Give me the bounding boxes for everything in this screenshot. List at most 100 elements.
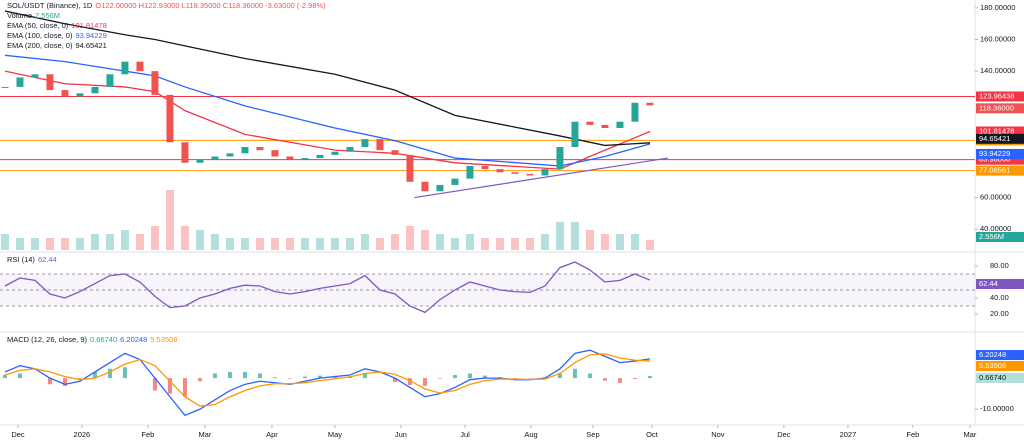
macd-histogram-bar xyxy=(482,375,487,379)
x-tick-label: Mar xyxy=(198,430,211,439)
macd-histogram-bar xyxy=(122,367,127,379)
macd-histogram-bar xyxy=(2,375,7,379)
volume-bar xyxy=(585,230,594,250)
candle xyxy=(421,181,429,192)
legend: EMA (200, close, 0) 94.65421 xyxy=(7,41,107,50)
volume-bar xyxy=(60,238,69,250)
legend-part: 0.66740 xyxy=(90,335,117,344)
axis-value-tag xyxy=(976,148,1024,159)
x-tick-label: Nov xyxy=(711,430,725,439)
macd-histogram-bar xyxy=(317,375,322,379)
candle xyxy=(331,151,339,155)
axis-value-label: 62.44 xyxy=(979,279,998,288)
volume-bar xyxy=(495,238,504,250)
macd-histogram-bar xyxy=(647,376,652,379)
legend: MACD (12, 26, close, 9) 0.66740 6.20248 5.5… xyxy=(7,335,177,344)
volume-bar xyxy=(420,230,429,250)
macd-histogram-bar xyxy=(257,373,262,379)
x-tick-label: Apr xyxy=(266,430,278,439)
macd-histogram-bar xyxy=(212,373,217,379)
candle xyxy=(151,71,159,95)
candle xyxy=(136,61,144,72)
x-tick-label: Jul xyxy=(460,430,470,439)
volume-bar xyxy=(30,238,39,250)
candle xyxy=(241,147,249,154)
volume-bar xyxy=(45,238,54,250)
y-tick-label: 40.00000 xyxy=(980,224,1011,233)
axis-value-tag xyxy=(976,350,1024,360)
volume-bar xyxy=(15,238,24,250)
axis-value-tag xyxy=(976,91,1024,102)
candle xyxy=(376,139,384,151)
macd-histogram-bar xyxy=(62,378,67,386)
legend-part: 62.44 xyxy=(38,255,57,264)
legend: Volume 2.556M xyxy=(7,11,60,20)
macd-line xyxy=(4,349,651,417)
candle xyxy=(1,86,9,88)
volume-bar xyxy=(180,226,189,250)
legend: EMA (100, close, 0) 93.94229 xyxy=(7,31,107,40)
macd-histogram-bar xyxy=(197,378,202,382)
volume-bar xyxy=(510,238,519,250)
candle xyxy=(541,169,549,176)
macd-histogram-bar xyxy=(407,378,412,385)
legend-part: O122.00000 H122.93000 L118.35000 C118.36… xyxy=(95,1,326,10)
ema-line xyxy=(4,10,650,147)
ema-line xyxy=(4,54,651,167)
volume-bar xyxy=(105,234,114,250)
signal-line xyxy=(4,353,650,407)
y-tick-label: 160.00000 xyxy=(980,35,1015,44)
candle xyxy=(61,90,69,97)
candle xyxy=(211,156,219,160)
volume-bar xyxy=(300,238,309,250)
axis-value-label: 93.94229 xyxy=(979,149,1010,158)
legend-part: MACD (12, 26, close, 9) xyxy=(7,335,88,344)
legend-part: EMA (200, close, 0) xyxy=(7,41,73,50)
axis-value-tag xyxy=(976,154,1024,165)
axis-value-label: 123.96438 xyxy=(979,91,1014,100)
candle xyxy=(586,121,594,125)
macd-histogram-bar xyxy=(617,378,622,383)
x-tick-label: Sep xyxy=(586,430,599,439)
legend-part: 101.81478 xyxy=(71,21,106,30)
macd-histogram-bar xyxy=(587,373,592,379)
y-tick-label: 20.00 xyxy=(990,309,1009,318)
candle xyxy=(271,150,279,157)
volume-bar xyxy=(615,234,624,250)
legend: SOL/USDT (Binance), 1D O122.00000 H122.93… xyxy=(7,1,326,10)
macd-histogram-bar xyxy=(362,373,367,379)
x-tick-label: Feb xyxy=(141,430,154,439)
axis-value-label: 77.06561 xyxy=(979,166,1010,175)
macd-histogram-bar xyxy=(227,371,232,379)
legend-part: SOL/USDT (Binance), 1D xyxy=(7,1,93,10)
macd-histogram-bar xyxy=(392,378,397,382)
volume-bar xyxy=(255,238,264,250)
volume-bar xyxy=(645,239,654,250)
candle xyxy=(166,94,174,143)
legend-part: 6.20248 xyxy=(120,335,147,344)
candle xyxy=(511,172,519,174)
x-tick-label: Oct xyxy=(646,430,659,439)
candle xyxy=(466,165,474,179)
macd-histogram-bar xyxy=(92,371,97,379)
volume-bar xyxy=(405,226,414,250)
axis-value-label: 94.65421 xyxy=(979,134,1010,143)
axis-value-tag xyxy=(976,103,1024,114)
candle xyxy=(346,147,354,152)
ema-line xyxy=(4,70,651,170)
macd-histogram-bar xyxy=(17,373,22,379)
candle xyxy=(496,169,504,173)
legend-part: EMA (100, close, 0) xyxy=(7,31,73,40)
candle xyxy=(451,178,459,185)
candle xyxy=(391,150,399,155)
volume-bar xyxy=(570,222,579,250)
macd-histogram-bar xyxy=(152,378,157,391)
volume-bar xyxy=(360,234,369,250)
volume-bar xyxy=(225,238,234,250)
volume-bar xyxy=(90,234,99,250)
candle xyxy=(16,77,24,87)
candle xyxy=(181,142,189,163)
macd-histogram-bar xyxy=(47,378,52,385)
